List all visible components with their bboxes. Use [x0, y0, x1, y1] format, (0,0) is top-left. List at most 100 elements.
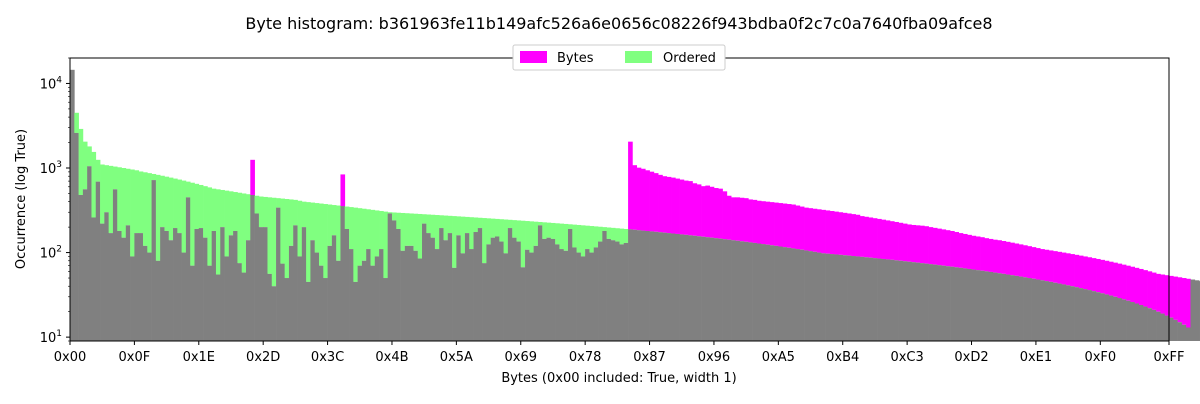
- byte-bar: [675, 178, 680, 234]
- overlap-bar: [881, 258, 887, 341]
- overlap-bar: [1014, 275, 1020, 341]
- ordered-bar: [130, 169, 135, 257]
- overlap-bar: [490, 237, 496, 341]
- overlap-bar: [323, 278, 328, 341]
- overlap-bar: [1061, 284, 1067, 341]
- ordered-bar: [125, 168, 131, 226]
- overlap-bar: [447, 233, 453, 341]
- byte-bar: [1134, 267, 1140, 304]
- overlap-bar: [868, 257, 874, 341]
- byte-bar: [980, 237, 985, 271]
- overlap-bar: [885, 259, 891, 341]
- byte-bar: [1173, 276, 1178, 320]
- ordered-bar: [194, 183, 200, 229]
- ordered-bar: [580, 225, 586, 257]
- overlap-bar: [598, 241, 603, 341]
- ordered-bar: [357, 208, 363, 266]
- byte-bar: [898, 222, 904, 261]
- overlap-bar: [928, 264, 934, 341]
- byte-bar: [658, 174, 663, 233]
- byte-bar: [1027, 246, 1032, 279]
- ordered-bar: [104, 165, 109, 213]
- byte-bar: [799, 206, 805, 250]
- byte-bar: [920, 225, 925, 264]
- byte-bar: [1130, 266, 1135, 303]
- overlap-bar: [366, 249, 371, 341]
- overlap-bar: [1177, 322, 1183, 341]
- overlap-bar: [1156, 311, 1161, 341]
- byte-bar: [1181, 278, 1187, 325]
- byte-bar: [778, 203, 783, 247]
- x-tick-label: 0xB4: [826, 350, 859, 365]
- overlap-bar: [804, 250, 809, 341]
- overlap-bar: [78, 194, 84, 341]
- overlap-bar: [349, 249, 354, 341]
- overlap-bar: [267, 273, 273, 341]
- overlap-bar: [855, 256, 861, 341]
- ordered-bar: [417, 213, 423, 259]
- overlap-bar: [563, 250, 569, 341]
- overlap-bar: [812, 251, 818, 341]
- overlap-bar: [160, 227, 165, 341]
- byte-bar: [1169, 275, 1174, 318]
- ordered-bar: [323, 204, 328, 279]
- overlap-bar: [237, 263, 243, 341]
- byte-bar: [847, 213, 852, 256]
- ordered-bar: [452, 216, 457, 268]
- overlap-bar: [610, 240, 616, 341]
- overlap-bar: [288, 245, 294, 341]
- overlap-bar: [482, 263, 487, 341]
- overlap-bar: [1173, 319, 1178, 341]
- overlap-bar: [353, 281, 358, 341]
- overlap-bar: [1023, 277, 1028, 341]
- overlap-bar: [864, 257, 869, 341]
- overlap-bar: [374, 256, 380, 341]
- ordered-bar: [404, 213, 410, 246]
- overlap-bar: [752, 242, 758, 341]
- byte-bar: [984, 238, 990, 272]
- overlap-bar: [649, 231, 655, 341]
- overlap-bar: [666, 233, 672, 341]
- ordered-bar: [370, 209, 376, 266]
- overlap-bar: [907, 261, 912, 341]
- overlap-bar: [495, 236, 500, 341]
- overlap-bar: [263, 227, 268, 341]
- byte-bar: [671, 177, 676, 234]
- bars-layer: [70, 69, 1200, 341]
- ordered-bar: [301, 201, 307, 228]
- byte-bar: [722, 191, 728, 240]
- overlap-bar: [653, 231, 659, 341]
- byte-bar: [992, 239, 998, 273]
- overlap-bar: [1074, 287, 1080, 341]
- overlap-bar: [233, 230, 238, 341]
- overlap-bar: [1070, 286, 1075, 341]
- ordered-bar: [464, 216, 470, 234]
- ordered-bar: [87, 146, 92, 167]
- overlap-bar: [220, 227, 225, 341]
- x-tick-label: 0xE1: [1020, 350, 1052, 365]
- overlap-bar: [975, 270, 981, 341]
- ordered-bar: [108, 165, 114, 234]
- overlap-bar: [834, 254, 839, 341]
- overlap-bar: [344, 229, 350, 341]
- ordered-bar: [306, 202, 311, 282]
- overlap-bar: [808, 251, 814, 341]
- overlap-bar: [713, 238, 719, 341]
- overlap-bar: [1078, 288, 1084, 341]
- byte-bar: [761, 201, 766, 245]
- ordered-bar: [134, 170, 140, 234]
- overlap-bar: [306, 281, 311, 341]
- overlap-bar: [1190, 279, 1196, 341]
- byte-bar: [649, 171, 655, 232]
- ordered-bar: [151, 173, 157, 181]
- overlap-bar: [331, 235, 337, 341]
- byte-bar: [1057, 251, 1063, 284]
- byte-bar: [662, 176, 668, 233]
- ordered-bar: [280, 198, 285, 264]
- overlap-bar: [1091, 291, 1097, 341]
- overlap-bar: [194, 229, 200, 341]
- overlap-bar: [1100, 293, 1105, 341]
- ordered-bar: [374, 210, 380, 257]
- ordered-bar: [443, 215, 449, 241]
